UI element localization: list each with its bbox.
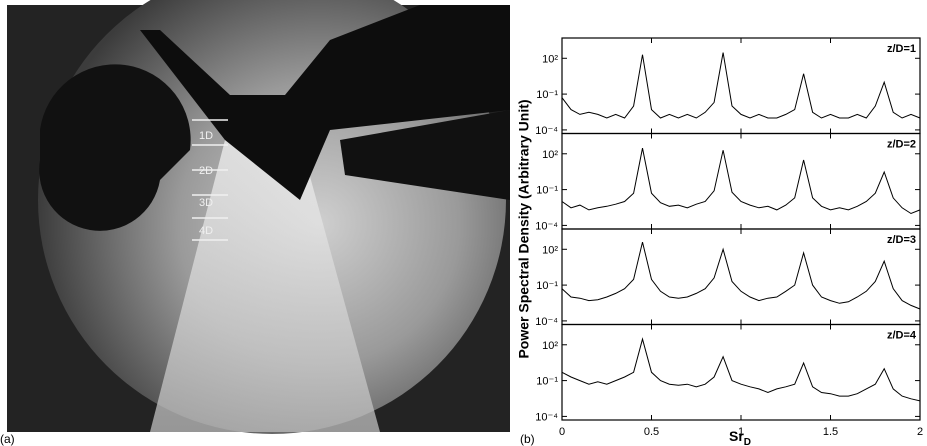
x-tick-label: 2 xyxy=(917,426,923,438)
x-tick-label: 0 xyxy=(559,426,565,438)
x-axis-label-main: Sr xyxy=(729,428,744,444)
scale-lines xyxy=(192,119,228,241)
plot-frame xyxy=(561,37,921,135)
right-mount xyxy=(340,110,510,200)
y-tick-label: 10⁻⁴ xyxy=(535,316,558,328)
spectrum-line xyxy=(561,52,921,119)
y-tick-label: 10⁻⁴ xyxy=(535,125,558,137)
y-tick-label: 10⁻⁴ xyxy=(535,411,558,423)
x-tick-label: 1.5 xyxy=(823,426,838,438)
spectrum-line xyxy=(561,148,921,215)
jet-plume xyxy=(150,140,380,432)
photo-label: 4D xyxy=(199,225,213,237)
left-mount xyxy=(39,64,191,231)
y-tick-label: 10² xyxy=(542,340,558,352)
panel-label: (b) xyxy=(520,432,535,446)
panel-annotation: z/D=4 xyxy=(887,330,917,342)
y-tick-label: 10² xyxy=(542,244,558,256)
plot-frame xyxy=(561,132,921,230)
y-tick-label: 10⁻¹ xyxy=(536,376,558,388)
y-tick-label: 10⁻¹ xyxy=(536,185,558,197)
panel-annotation: z/D=2 xyxy=(887,139,916,151)
y-tick-label: 10⁻⁴ xyxy=(535,220,558,232)
x-tick-label: 1 xyxy=(738,426,744,438)
y-axis-label: Power Spectral Density (Arbitrary Unit) xyxy=(516,99,532,358)
x-tick-label: 0.5 xyxy=(644,426,659,438)
y-tick-label: 10² xyxy=(542,149,558,161)
photo-label: 3D xyxy=(199,197,213,209)
x-axis-label-sub: D xyxy=(744,437,751,446)
x-axis-label: SrD xyxy=(729,428,751,446)
panel-label: (a) xyxy=(0,432,15,446)
photo: 1D 2D 3D 4D xyxy=(7,0,510,434)
photo-label: 1D xyxy=(199,130,213,142)
y-tick-label: 10⁻¹ xyxy=(536,89,558,101)
spectrum-line xyxy=(561,337,921,402)
spectrum-line xyxy=(561,241,921,310)
plot-frame xyxy=(561,228,921,326)
y-tick-label: 10² xyxy=(542,53,558,65)
plot-frame xyxy=(561,323,921,421)
y-tick-label: 10⁻¹ xyxy=(536,280,558,292)
panel-annotation: z/D=3 xyxy=(887,234,916,246)
holder xyxy=(140,5,510,200)
panel-annotation: z/D=1 xyxy=(887,43,916,55)
photo-label: 2D xyxy=(199,165,213,177)
